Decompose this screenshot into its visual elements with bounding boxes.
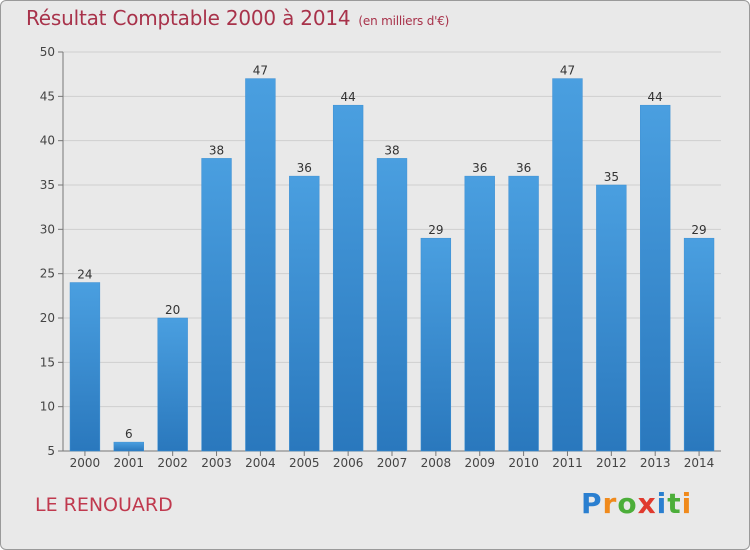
x-tick-label-2009: 2009 (464, 456, 495, 470)
y-tick-label-5: 5 (47, 444, 55, 458)
data-label-2014: 29 (691, 223, 706, 237)
logo-letter: x (637, 487, 657, 520)
y-tick-label-25: 25 (40, 267, 55, 281)
bar-2001 (113, 441, 144, 452)
data-label-2009: 36 (472, 161, 487, 175)
bars (69, 78, 715, 452)
data-label-2004: 47 (253, 64, 268, 78)
data-label-2006: 44 (340, 90, 355, 104)
bar-2007 (376, 158, 408, 452)
y-tick-label-45: 45 (40, 89, 55, 103)
x-tick-label-2008: 2008 (421, 456, 452, 470)
proxiti-logo: Proxiti (581, 487, 692, 520)
x-tick-label-2012: 2012 (596, 456, 627, 470)
x-tick-label-2000: 2000 (70, 456, 101, 470)
x-tick-label-2005: 2005 (289, 456, 320, 470)
bar-2011 (552, 78, 583, 452)
data-label-2005: 36 (297, 161, 312, 175)
chart-title: Résultat Comptable 2000 à 2014 (en millie… (26, 6, 449, 30)
data-label-2001: 6 (125, 427, 133, 441)
x-tick-label-2010: 2010 (508, 456, 539, 470)
bar-2014 (683, 237, 715, 452)
chart-subtitle: (en milliers d'€) (358, 14, 450, 28)
bar-2012 (596, 184, 627, 452)
x-tick-label-2001: 2001 (114, 456, 145, 470)
bar-2004 (245, 78, 276, 452)
location-name: LE RENOUARD (35, 494, 173, 516)
bar-2013 (640, 104, 671, 452)
y-tick-label-50: 50 (40, 45, 55, 59)
x-tick-label-2013: 2013 (640, 456, 671, 470)
data-label-2010: 36 (516, 161, 531, 175)
data-label-2011: 47 (560, 64, 575, 78)
y-tick-label-35: 35 (40, 178, 55, 192)
data-label-2012: 35 (604, 170, 619, 184)
bar-2003 (201, 158, 232, 452)
x-tick-label-2007: 2007 (377, 456, 408, 470)
bar-2005 (289, 175, 320, 452)
x-tick-label-2011: 2011 (552, 456, 583, 470)
x-tick-label-2004: 2004 (245, 456, 276, 470)
logo-letter: t (667, 487, 682, 520)
bar-2009 (464, 175, 495, 452)
data-label-2003: 38 (209, 143, 224, 157)
chart-title-text: Résultat Comptable 2000 à 2014 (26, 6, 351, 30)
y-tick-label-40: 40 (40, 134, 55, 148)
y-tick-label-10: 10 (40, 400, 55, 414)
logo-letter: P (581, 487, 603, 520)
x-tick-label-2003: 2003 (201, 456, 232, 470)
data-label-2002: 20 (165, 303, 180, 317)
bar-2000 (69, 282, 101, 452)
logo-letter: o (617, 487, 638, 520)
x-tick-label-2006: 2006 (333, 456, 364, 470)
bar-2006 (332, 104, 364, 452)
y-tick-label-15: 15 (40, 355, 55, 369)
x-tick-label-2002: 2002 (157, 456, 188, 470)
bar-2010 (508, 175, 539, 452)
data-label-2008: 29 (428, 223, 443, 237)
logo-letter: i (656, 487, 668, 520)
logo-letter: i (681, 487, 693, 520)
data-label-2000: 24 (77, 268, 92, 282)
x-tick-label-2014: 2014 (684, 456, 715, 470)
y-tick-label-30: 30 (40, 222, 55, 236)
y-tick-label-20: 20 (40, 311, 55, 325)
logo-letter: r (602, 487, 618, 520)
bar-2002 (157, 317, 188, 452)
labels: 5 10 15 20 25 30 35 40 45 50 24 2000 6 2001 20 2002 38 20… (40, 45, 715, 470)
bar-2008 (420, 237, 452, 452)
data-label-2013: 44 (648, 90, 663, 104)
data-label-2007: 38 (384, 143, 399, 157)
